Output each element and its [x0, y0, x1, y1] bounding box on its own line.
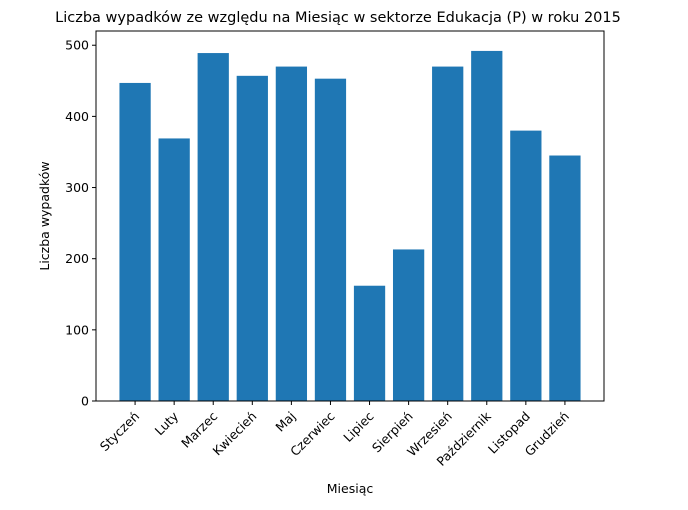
y-axis-label: Liczba wypadków [37, 161, 52, 270]
bar-8 [392, 249, 425, 401]
y-axis-ticks: 0 100 200 300 400 500 [65, 38, 96, 409]
bar-9 [432, 66, 464, 402]
bar-11 [510, 130, 542, 401]
x-tick-label: Maj [272, 409, 298, 435]
x-tick-label: Styczeń [97, 409, 142, 454]
bar-1 [119, 82, 151, 401]
y-tick-label: 0 [81, 394, 89, 409]
y-tick-label: 200 [65, 251, 89, 266]
bar-3 [197, 53, 229, 402]
bars-group [119, 50, 581, 402]
y-tick-label: 300 [65, 180, 89, 195]
y-tick-label: 100 [65, 322, 89, 337]
bar-4 [236, 75, 268, 402]
x-tick-label: Luty [152, 408, 182, 438]
bar-10 [471, 50, 503, 402]
x-tick-label: Lipiec [340, 408, 376, 444]
y-tick-label: 500 [65, 38, 89, 53]
bar-7 [353, 285, 386, 401]
bar-6 [314, 78, 347, 401]
y-tick-label: 400 [65, 109, 89, 124]
chart-title: Liczba wypadków ze względu na Miesiąc w … [55, 10, 621, 26]
bar-2 [158, 138, 190, 401]
plot-frame [95, 30, 605, 402]
bar-12 [549, 155, 581, 401]
bar-5 [275, 66, 308, 402]
x-axis-label: Miesiąc [327, 481, 374, 496]
